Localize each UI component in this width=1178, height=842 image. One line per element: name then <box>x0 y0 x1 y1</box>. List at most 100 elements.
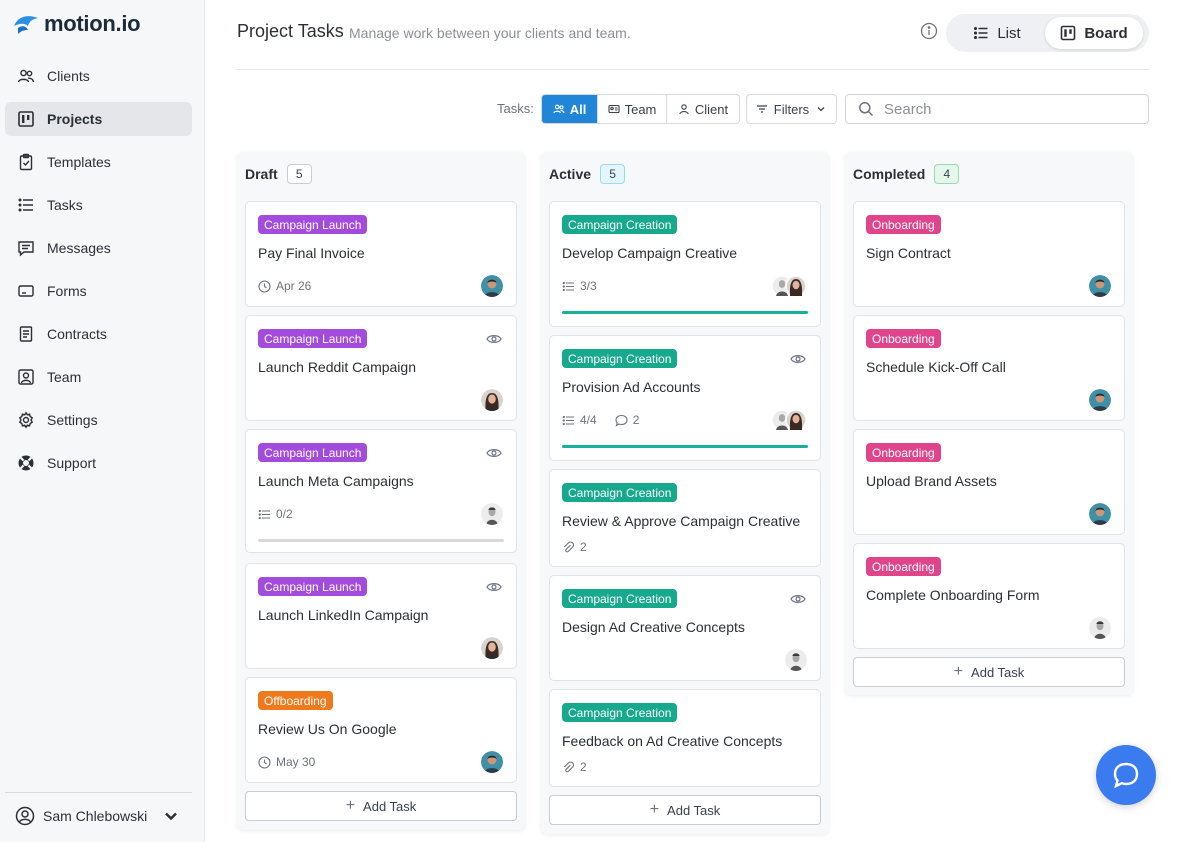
form-icon <box>18 285 34 297</box>
logo[interactable]: motion.io <box>12 10 141 38</box>
sidebar-item-templates[interactable]: Templates <box>5 145 192 179</box>
task-card[interactable]: Campaign Creation Develop Campaign Creat… <box>549 201 821 327</box>
task-card[interactable]: Offboarding Review Us On Google May 30 <box>245 677 517 783</box>
task-card[interactable]: Campaign Launch Launch Meta Campaigns 0/… <box>245 429 517 553</box>
task-tag: Campaign Launch <box>258 329 368 348</box>
sidebar-item-contracts[interactable]: Contracts <box>5 317 192 351</box>
search-input[interactable] <box>884 100 1134 118</box>
sidebar-item-clients[interactable]: Clients <box>5 59 192 93</box>
user-menu[interactable]: Sam Chlebowski <box>5 792 192 838</box>
comment-icon <box>615 414 628 427</box>
checklist-count: 4/4 <box>580 413 597 427</box>
filter-team-button[interactable]: Team <box>598 95 667 123</box>
filters-dropdown[interactable]: Filters <box>746 94 837 124</box>
column-active: Active 5 Campaign Creation Develop Campa… <box>541 152 829 834</box>
user-icon <box>679 104 689 115</box>
list-icon <box>18 198 33 212</box>
add-task-button[interactable]: + Add Task <box>245 791 517 821</box>
sidebar-item-label: Contracts <box>47 326 107 342</box>
avatar <box>481 503 503 525</box>
task-card[interactable]: Campaign Creation Review & Approve Campa… <box>549 469 821 567</box>
task-meta: 4/4 2 <box>562 413 639 427</box>
chat-support-button[interactable] <box>1096 745 1156 805</box>
task-card[interactable]: Onboarding Schedule Kick-Off Call <box>853 315 1125 421</box>
sidebar-item-label: Clients <box>47 68 90 84</box>
progress-fill <box>562 311 808 314</box>
task-tag: Campaign Creation <box>562 589 678 608</box>
task-checklist: 0/2 <box>258 507 293 521</box>
filters-label: Filters <box>773 101 810 117</box>
column-header: Active 5 <box>549 164 626 184</box>
avatar <box>1089 275 1111 297</box>
add-task-label: Add Task <box>971 664 1025 680</box>
task-card[interactable]: Campaign Launch Launch Reddit Campaign <box>245 315 517 421</box>
page-title: Project Tasks <box>237 21 344 41</box>
add-task-button[interactable]: + Add Task <box>853 657 1125 687</box>
column-count-badge: 5 <box>286 164 312 184</box>
column-draft: Draft 5 Campaign Launch Pay Final Invoic… <box>237 152 525 830</box>
sidebar-item-settings[interactable]: Settings <box>5 403 192 437</box>
task-tag: Onboarding <box>866 443 941 462</box>
column-completed: Completed 4 Onboarding Sign Contract Onb… <box>845 152 1133 695</box>
task-card[interactable]: Campaign Launch Launch LinkedIn Campaign <box>245 563 517 669</box>
filter-lines-icon <box>756 105 767 113</box>
chevron-down-icon <box>817 107 825 112</box>
task-card[interactable]: Onboarding Sign Contract <box>853 201 1125 307</box>
task-tag: Onboarding <box>866 215 941 234</box>
filter-client-button[interactable]: Client <box>667 95 739 123</box>
task-card[interactable]: Campaign Launch Pay Final Invoice Apr 26 <box>245 201 517 307</box>
info-icon[interactable] <box>920 22 938 40</box>
users-icon <box>17 69 35 83</box>
view-board-button[interactable]: Board <box>1045 17 1143 49</box>
clock-icon <box>258 755 271 769</box>
task-tag: Campaign Creation <box>562 215 678 234</box>
id-card-icon <box>608 104 620 114</box>
sidebar-item-projects[interactable]: Projects <box>5 102 192 136</box>
clock-icon <box>258 279 271 293</box>
avatar <box>1089 617 1111 639</box>
team-icon <box>18 369 34 385</box>
task-title: Launch Reddit Campaign <box>258 359 416 375</box>
task-card[interactable]: Campaign Creation Feedback on Ad Creativ… <box>549 689 821 787</box>
avatar <box>481 637 503 659</box>
task-card[interactable]: Campaign Creation Design Ad Creative Con… <box>549 575 821 681</box>
eye-icon[interactable] <box>486 333 502 345</box>
chat-bubble-icon <box>1113 762 1139 789</box>
filter-all-button[interactable]: All <box>542 95 598 123</box>
task-tag: Onboarding <box>866 329 941 348</box>
checklist-icon <box>562 415 574 425</box>
sidebar-item-tasks[interactable]: Tasks <box>5 188 192 222</box>
avatar <box>481 751 503 773</box>
sidebar-item-label: Support <box>47 455 97 471</box>
task-title: Feedback on Ad Creative Concepts <box>562 733 783 749</box>
logo-text: motion.io <box>44 11 141 36</box>
task-title: Review Us On Google <box>258 721 397 737</box>
sidebar: motion.io Clients Projects Templates Tas… <box>0 0 205 842</box>
page-subtitle: Manage work between your clients and tea… <box>349 25 631 41</box>
task-card[interactable]: Onboarding Upload Brand Assets <box>853 429 1125 535</box>
sidebar-item-label: Templates <box>47 154 111 170</box>
user-name: Sam Chlebowski <box>43 807 148 824</box>
tasks-filter-label: Tasks: <box>497 101 534 116</box>
add-task-label: Add Task <box>667 802 721 818</box>
sidebar-item-team[interactable]: Team <box>5 360 192 394</box>
task-card[interactable]: Onboarding Complete Onboarding Form <box>853 543 1125 649</box>
task-tag: Campaign Creation <box>562 349 678 368</box>
sidebar-item-messages[interactable]: Messages <box>5 231 192 265</box>
task-due-date: May 30 <box>258 755 315 769</box>
eye-icon[interactable] <box>486 447 502 459</box>
sidebar-item-label: Team <box>47 369 82 385</box>
add-task-button[interactable]: + Add Task <box>549 795 821 825</box>
eye-icon[interactable] <box>790 593 806 605</box>
task-card[interactable]: Campaign Creation Provision Ad Accounts … <box>549 335 821 461</box>
view-list-button[interactable]: List <box>949 17 1045 49</box>
kanban-icon <box>1061 25 1076 41</box>
gear-icon <box>18 411 34 429</box>
task-tag: Campaign Launch <box>258 443 368 462</box>
eye-icon[interactable] <box>790 353 806 365</box>
add-task-label: Add Task <box>363 798 417 814</box>
sidebar-item-support[interactable]: Support <box>5 446 192 480</box>
sidebar-item-forms[interactable]: Forms <box>5 274 192 308</box>
eye-icon[interactable] <box>486 581 502 593</box>
task-title: Sign Contract <box>866 245 951 261</box>
